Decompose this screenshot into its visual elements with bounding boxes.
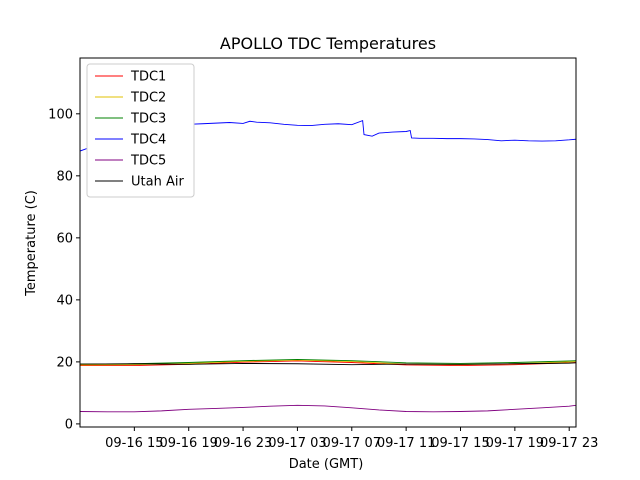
series-line-tdc1 <box>80 360 576 367</box>
x-tick-label: 09-17 11 <box>377 436 435 451</box>
y-tick-label: 100 <box>48 107 73 122</box>
x-tick-label: 09-16 15 <box>105 436 163 451</box>
y-tick-label: 60 <box>56 231 73 246</box>
y-tick-label: 20 <box>56 355 73 370</box>
x-tick-label: 09-17 07 <box>323 436 381 451</box>
x-tick-label: 09-17 15 <box>431 436 489 451</box>
plot-frame <box>79 57 577 428</box>
y-axis-label: Temperature (C) <box>24 190 39 297</box>
x-tick-label: 09-17 23 <box>540 436 598 451</box>
legend-label: Utah Air <box>131 175 184 190</box>
legend: TDC1 TDC2 TDC3 TDC4 TDC5 Utah Air <box>86 63 195 198</box>
series-line-tdc5 <box>80 404 576 413</box>
legend-label: TDC2 <box>130 91 166 106</box>
legend-label: TDC4 <box>130 133 166 148</box>
x-tick-label: 09-17 03 <box>268 436 326 451</box>
legend-label: TDC5 <box>130 154 166 169</box>
x-tick-label: 09-16 19 <box>159 436 217 451</box>
legend-label: TDC3 <box>130 112 166 127</box>
x-tick-label: 09-16 23 <box>214 436 272 451</box>
y-tick-label: 0 <box>65 417 73 432</box>
y-tick-label: 40 <box>56 293 73 308</box>
x-tick-label: 09-17 19 <box>486 436 544 451</box>
x-axis-label: Date (GMT) <box>289 457 364 472</box>
chart-title: APOLLO TDC Temperatures <box>220 34 436 53</box>
y-tick-label: 80 <box>56 169 73 184</box>
series-line-utah-air <box>80 362 576 366</box>
legend-label: TDC1 <box>130 70 166 85</box>
series-line-tdc3 <box>80 358 576 365</box>
